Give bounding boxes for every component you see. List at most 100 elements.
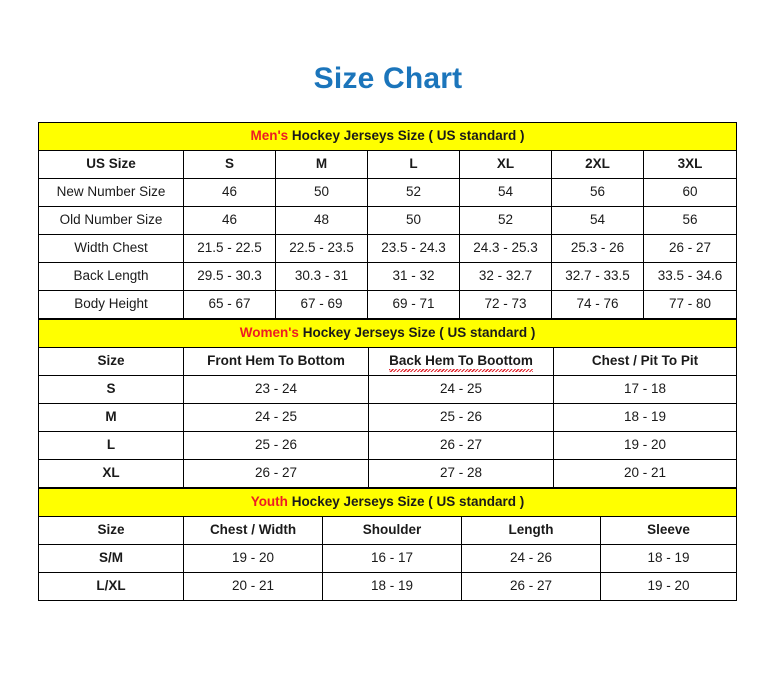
mens-banner-accent: Men's: [250, 128, 289, 144]
mens-cell-0-2: 52: [367, 178, 460, 207]
mens-cell-1-5: 56: [643, 206, 737, 235]
mens-cell-4-3: 72 - 73: [459, 290, 552, 319]
table-row: M 24 - 25 25 - 26 18 - 19: [38, 403, 738, 432]
youth-col-head-0: Size: [38, 516, 184, 545]
youth-col-head-3: Length: [461, 516, 601, 545]
youth-size-table: Youth Hockey Jerseys Size ( US standard …: [38, 488, 737, 601]
mens-cell-4-5: 77 - 80: [643, 290, 737, 319]
womens-cell-3-1: 27 - 28: [368, 459, 554, 488]
mens-cell-2-5: 26 - 27: [643, 234, 737, 263]
table-row: XL 26 - 27 27 - 28 20 - 21: [38, 459, 738, 488]
size-chart-container: Men's Hockey Jerseys Size ( US standard …: [37, 122, 738, 601]
youth-cell-0-2: 24 - 26: [461, 544, 601, 573]
mens-cell-3-0: 29.5 - 30.3: [183, 262, 276, 291]
womens-col-head-0: Size: [38, 347, 184, 376]
mens-col-head-6: 3XL: [643, 150, 737, 179]
mens-col-head-1: S: [183, 150, 276, 179]
mens-cell-1-3: 52: [459, 206, 552, 235]
mens-cell-3-5: 33.5 - 34.6: [643, 262, 737, 291]
womens-row-label-2: L: [38, 431, 184, 460]
table-row: Width Chest 21.5 - 22.5 22.5 - 23.5 23.5…: [38, 234, 737, 263]
womens-size-table: Women's Hockey Jerseys Size ( US standar…: [37, 319, 738, 488]
mens-col-head-5: 2XL: [551, 150, 644, 179]
youth-cell-1-2: 26 - 27: [461, 572, 601, 601]
youth-col-head-2: Shoulder: [322, 516, 462, 545]
table-row: L 25 - 26 26 - 27 19 - 20: [38, 431, 738, 460]
table-row: Old Number Size 46 48 50 52 54 56: [38, 206, 737, 235]
mens-col-head-2: M: [275, 150, 368, 179]
table-row: Back Length 29.5 - 30.3 30.3 - 31 31 - 3…: [38, 262, 737, 291]
youth-cell-1-3: 19 - 20: [600, 572, 737, 601]
womens-cell-2-0: 25 - 26: [183, 431, 369, 460]
youth-row-label-1: L/XL: [38, 572, 184, 601]
mens-cell-1-0: 46: [183, 206, 276, 235]
mens-cell-2-3: 24.3 - 25.3: [459, 234, 552, 263]
youth-row-label-0: S/M: [38, 544, 184, 573]
table-row: New Number Size 46 50 52 54 56 60: [38, 178, 737, 207]
mens-cell-3-3: 32 - 32.7: [459, 262, 552, 291]
womens-cell-0-2: 17 - 18: [552, 375, 738, 404]
mens-cell-0-4: 56: [551, 178, 644, 207]
mens-row-label-4: Body Height: [38, 290, 184, 319]
youth-cell-0-0: 19 - 20: [183, 544, 323, 573]
youth-cell-1-0: 20 - 21: [183, 572, 323, 601]
mens-row-label-0: New Number Size: [38, 178, 184, 207]
womens-row-label-1: M: [38, 403, 184, 432]
mens-banner-rest: Hockey Jerseys Size ( US standard ): [288, 128, 525, 144]
mens-section-banner: Men's Hockey Jerseys Size ( US standard …: [38, 122, 737, 151]
mens-cell-1-2: 50: [367, 206, 460, 235]
womens-section-banner: Women's Hockey Jerseys Size ( US standar…: [37, 319, 738, 348]
youth-section-banner-row: Youth Hockey Jerseys Size ( US standard …: [38, 488, 737, 517]
youth-col-head-4: Sleeve: [600, 516, 737, 545]
table-row: S/M 19 - 20 16 - 17 24 - 26 18 - 19: [38, 544, 737, 573]
womens-col-head-3: Chest / Pit To Pit: [552, 347, 738, 376]
mens-cell-4-2: 69 - 71: [367, 290, 460, 319]
womens-cell-0-1: 24 - 25: [368, 375, 554, 404]
womens-cell-0-0: 23 - 24: [183, 375, 369, 404]
womens-cell-2-2: 19 - 20: [552, 431, 738, 460]
womens-cell-1-0: 24 - 25: [183, 403, 369, 432]
youth-cell-0-1: 16 - 17: [322, 544, 462, 573]
page-title: Size Chart: [313, 62, 463, 95]
mens-cell-1-4: 54: [551, 206, 644, 235]
mens-cell-2-4: 25.3 - 26: [551, 234, 644, 263]
mens-cell-3-1: 30.3 - 31: [275, 262, 368, 291]
womens-row-label-0: S: [38, 375, 184, 404]
womens-header-row: Size Front Hem To Bottom Back Hem To Boo…: [38, 347, 738, 376]
mens-section-banner-row: Men's Hockey Jerseys Size ( US standard …: [38, 122, 737, 151]
mens-col-head-0: US Size: [38, 150, 184, 179]
table-row: S 23 - 24 24 - 25 17 - 18: [38, 375, 738, 404]
youth-banner-rest: Hockey Jerseys Size ( US standard ): [287, 494, 525, 510]
mens-col-head-3: L: [367, 150, 460, 179]
womens-banner-accent: Women's: [239, 325, 299, 341]
womens-cell-3-2: 20 - 21: [552, 459, 738, 488]
table-row: Body Height 65 - 67 67 - 69 69 - 71 72 -…: [38, 290, 737, 319]
mens-row-label-3: Back Length: [38, 262, 184, 291]
mens-cell-2-1: 22.5 - 23.5: [275, 234, 368, 263]
womens-row-label-3: XL: [38, 459, 184, 488]
mens-header-row: US Size S M L XL 2XL 3XL: [38, 150, 737, 179]
womens-col-head-2: Back Hem To Boottom: [368, 347, 554, 376]
mens-cell-0-0: 46: [183, 178, 276, 207]
mens-cell-4-1: 67 - 69: [275, 290, 368, 319]
womens-cell-3-0: 26 - 27: [183, 459, 369, 488]
mens-cell-2-0: 21.5 - 22.5: [183, 234, 276, 263]
mens-cell-1-1: 48: [275, 206, 368, 235]
youth-section-banner: Youth Hockey Jerseys Size ( US standard …: [38, 488, 737, 517]
womens-section-banner-row: Women's Hockey Jerseys Size ( US standar…: [37, 319, 738, 348]
womens-banner-rest: Hockey Jerseys Size ( US standard ): [298, 325, 536, 341]
youth-col-head-1: Chest / Width: [183, 516, 323, 545]
womens-cell-1-2: 18 - 19: [552, 403, 738, 432]
mens-cell-2-2: 23.5 - 24.3: [367, 234, 460, 263]
youth-banner-accent: Youth: [250, 494, 288, 510]
womens-col-head-2-text: Back Hem To Boottom: [389, 353, 533, 372]
youth-cell-0-3: 18 - 19: [600, 544, 737, 573]
mens-cell-4-0: 65 - 67: [183, 290, 276, 319]
mens-cell-0-5: 60: [643, 178, 737, 207]
womens-cell-2-1: 26 - 27: [368, 431, 554, 460]
mens-cell-4-4: 74 - 76: [551, 290, 644, 319]
mens-col-head-4: XL: [459, 150, 552, 179]
mens-cell-0-3: 54: [459, 178, 552, 207]
youth-header-row: Size Chest / Width Shoulder Length Sleev…: [38, 516, 737, 545]
womens-cell-1-1: 25 - 26: [368, 403, 554, 432]
